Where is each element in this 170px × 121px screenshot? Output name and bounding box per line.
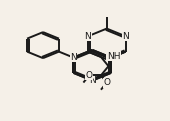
Text: N: N (89, 76, 96, 85)
Text: O: O (86, 71, 93, 80)
Text: N: N (70, 53, 77, 62)
Text: O: O (103, 78, 110, 87)
Text: NH: NH (107, 52, 120, 61)
Text: N: N (84, 32, 91, 41)
Text: N: N (122, 32, 129, 41)
